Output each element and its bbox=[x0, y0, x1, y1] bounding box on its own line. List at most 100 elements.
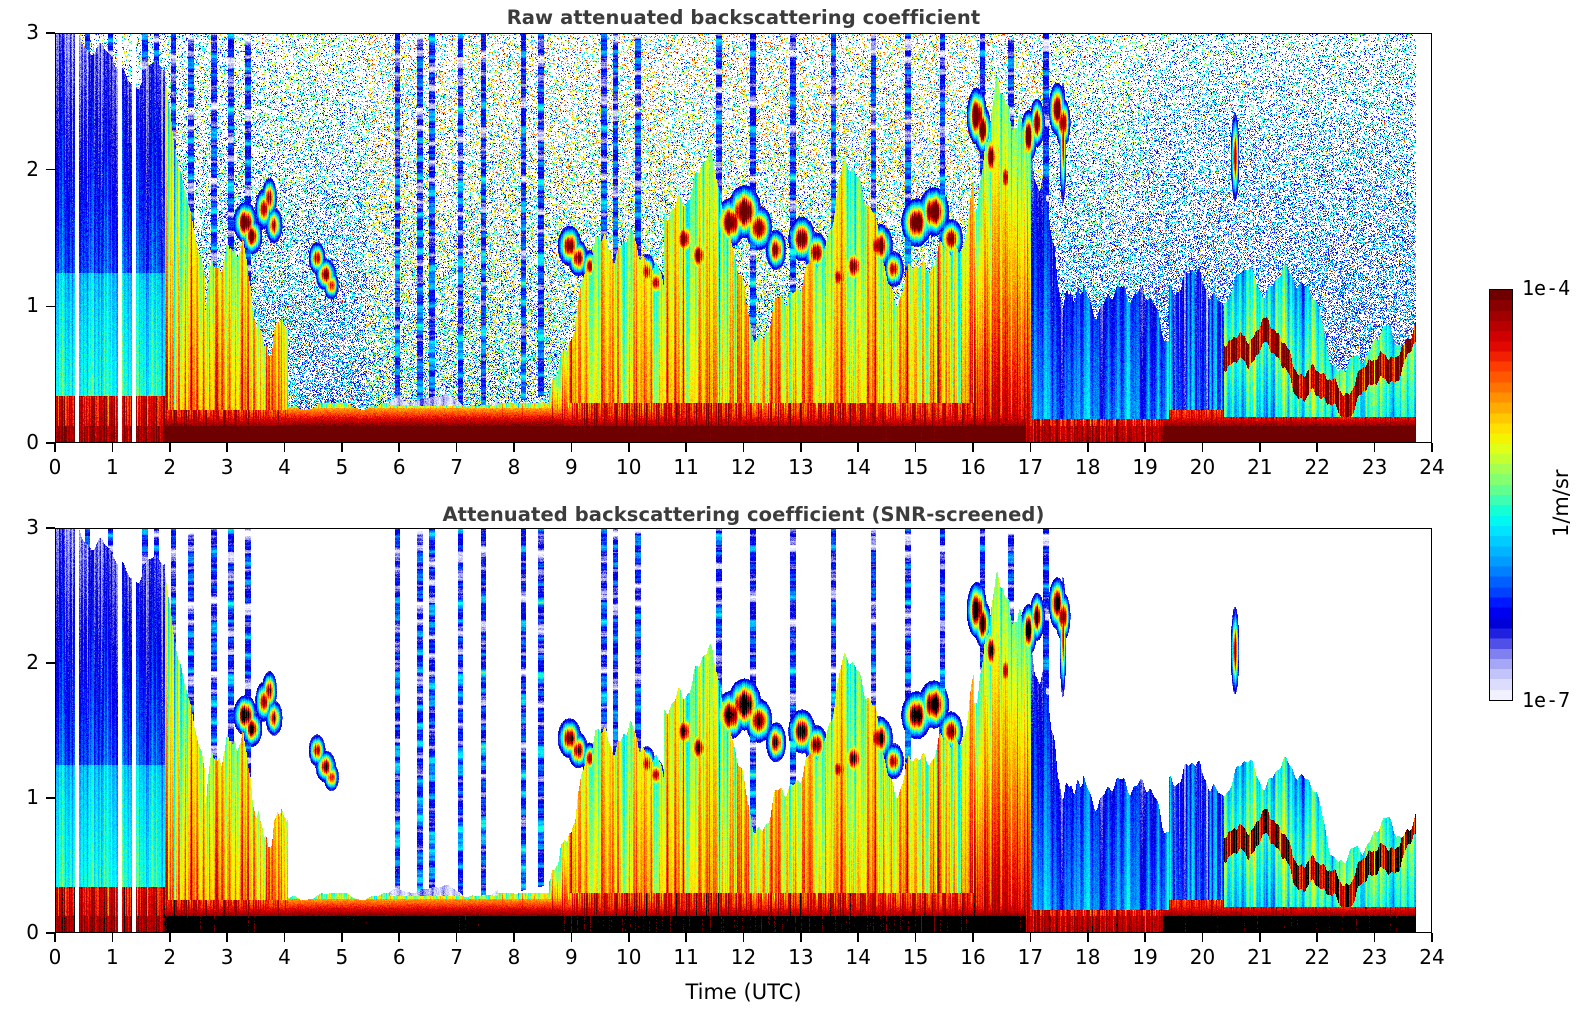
y-tick-label: 1 bbox=[26, 785, 39, 809]
x-tick-label: 17 bbox=[1017, 945, 1044, 969]
y-tick-label: 1 bbox=[26, 293, 39, 318]
x-tick bbox=[168, 933, 171, 942]
x-tick bbox=[111, 443, 114, 452]
panel-raw-axes[interactable] bbox=[55, 33, 1432, 443]
x-tick-label: 17 bbox=[1017, 455, 1044, 479]
x-tick bbox=[283, 443, 286, 452]
x-tick bbox=[1144, 933, 1146, 942]
x-tick-label: 20 bbox=[1189, 945, 1216, 969]
y-tick bbox=[46, 932, 55, 934]
y-tick-label: 2 bbox=[26, 156, 39, 181]
x-tick bbox=[742, 443, 745, 452]
x-tick bbox=[857, 933, 860, 942]
x-tick-label: 4 bbox=[278, 455, 291, 479]
x-tick bbox=[972, 933, 974, 942]
x-tick-label: 0 bbox=[48, 455, 62, 479]
x-tick-label: 3 bbox=[220, 945, 234, 969]
x-tick bbox=[1029, 933, 1032, 942]
colorbar-max-label: 1e-4 bbox=[1522, 276, 1571, 300]
colorbar-label: 1/m/sr bbox=[1549, 469, 1573, 537]
x-tick bbox=[742, 933, 745, 942]
y-tick bbox=[46, 32, 55, 34]
colorbar bbox=[1489, 289, 1513, 701]
x-tick-label: 16 bbox=[960, 455, 986, 479]
x-tick-label: 5 bbox=[335, 945, 349, 969]
x-tick bbox=[1316, 443, 1319, 452]
panel-screened-xlabel: Time (UTC) bbox=[685, 980, 802, 1004]
x-tick bbox=[1316, 933, 1319, 942]
y-tick-label: 3 bbox=[26, 515, 39, 539]
x-tick-label: 22 bbox=[1304, 455, 1330, 479]
x-tick bbox=[972, 443, 974, 452]
x-tick-label: 8 bbox=[507, 455, 521, 479]
y-tick bbox=[46, 527, 55, 529]
x-tick-label: 15 bbox=[902, 455, 929, 479]
x-tick-label: 21 bbox=[1247, 455, 1273, 479]
x-tick bbox=[341, 933, 343, 942]
x-tick-label: 1 bbox=[106, 455, 119, 479]
x-tick-label: 4 bbox=[278, 945, 291, 969]
x-tick bbox=[1431, 933, 1433, 942]
x-tick-label: 7 bbox=[450, 455, 463, 479]
x-tick bbox=[226, 443, 228, 452]
x-tick bbox=[513, 933, 515, 942]
x-tick bbox=[455, 933, 458, 942]
x-tick-label: 24 bbox=[1419, 945, 1445, 969]
x-tick-label: 2 bbox=[163, 455, 177, 479]
x-tick bbox=[1259, 443, 1261, 452]
x-tick-label: 2 bbox=[163, 945, 177, 969]
x-tick-label: 3 bbox=[220, 455, 234, 479]
x-tick-label: 12 bbox=[730, 945, 757, 969]
x-tick bbox=[1259, 933, 1261, 942]
x-tick-label: 24 bbox=[1419, 455, 1445, 479]
x-tick-label: 19 bbox=[1132, 455, 1158, 479]
x-tick bbox=[283, 933, 286, 942]
x-tick-label: 21 bbox=[1247, 945, 1273, 969]
x-tick bbox=[570, 933, 573, 942]
x-tick bbox=[398, 443, 401, 452]
x-tick-label: 13 bbox=[788, 455, 814, 479]
x-tick bbox=[513, 443, 515, 452]
x-tick bbox=[1029, 443, 1032, 452]
x-tick-label: 14 bbox=[845, 945, 871, 969]
x-tick bbox=[54, 443, 56, 452]
colorbar-min-label: 1e-7 bbox=[1522, 688, 1571, 712]
x-tick bbox=[455, 443, 458, 452]
x-tick-label: 19 bbox=[1132, 945, 1158, 969]
x-tick bbox=[1431, 443, 1433, 452]
x-tick-label: 13 bbox=[788, 945, 814, 969]
x-tick bbox=[1086, 443, 1089, 452]
x-tick-label: 7 bbox=[450, 945, 463, 969]
panel-raw-title: Raw attenuated backscattering coefficien… bbox=[506, 6, 981, 29]
y-tick-label: 2 bbox=[26, 650, 39, 674]
x-tick-label: 20 bbox=[1189, 455, 1216, 479]
x-tick bbox=[627, 933, 630, 942]
x-tick-label: 16 bbox=[960, 945, 986, 969]
x-tick bbox=[570, 443, 573, 452]
x-tick-label: 10 bbox=[616, 455, 642, 479]
x-tick-label: 11 bbox=[673, 455, 699, 479]
panel-raw: Raw attenuated backscattering coefficien… bbox=[0, 0, 1595, 479]
y-tick bbox=[46, 168, 55, 171]
x-tick-label: 15 bbox=[902, 945, 929, 969]
y-tick bbox=[46, 442, 55, 444]
y-tick-label: 0 bbox=[26, 920, 39, 944]
panel-screened-axes[interactable] bbox=[55, 528, 1432, 933]
y-tick bbox=[46, 305, 55, 308]
x-tick bbox=[627, 443, 630, 452]
x-tick bbox=[1086, 933, 1089, 942]
x-tick bbox=[111, 933, 114, 942]
x-tick-label: 6 bbox=[392, 945, 406, 969]
x-tick-label: 12 bbox=[730, 455, 757, 479]
x-tick-label: 9 bbox=[565, 945, 578, 969]
y-tick-label: 0 bbox=[26, 430, 39, 454]
y-tick-label: 3 bbox=[26, 20, 39, 44]
y-tick bbox=[46, 797, 55, 799]
panel-screened-title: Attenuated backscattering coefficient (S… bbox=[442, 503, 1045, 526]
x-tick bbox=[800, 933, 802, 942]
x-tick bbox=[1144, 443, 1146, 452]
x-tick-label: 1 bbox=[106, 945, 119, 969]
x-tick bbox=[1373, 933, 1376, 942]
x-tick-label: 14 bbox=[845, 455, 871, 479]
